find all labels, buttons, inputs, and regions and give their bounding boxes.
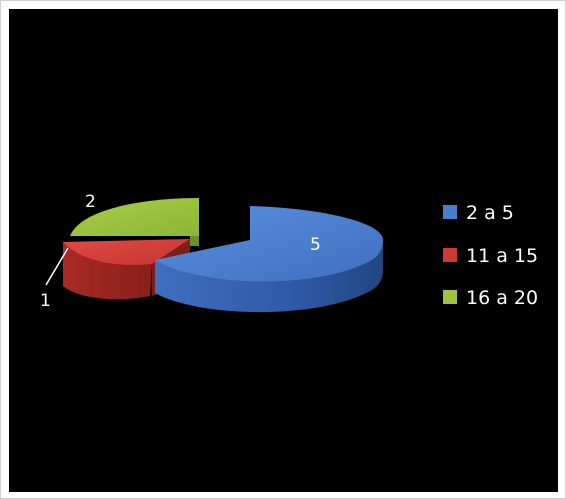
data-labels: 5 1 2	[40, 192, 321, 311]
legend-swatch-11-a-15	[443, 248, 457, 262]
pie-slices	[45, 198, 383, 313]
data-label-16-a-20: 2	[85, 192, 96, 212]
legend-item-2-a-5: 2 a 5	[443, 202, 514, 224]
data-label-2-a-5: 5	[310, 235, 321, 255]
legend-item-16-a-20: 16 a 20	[443, 287, 538, 309]
pie-slice-16-a-20	[70, 198, 199, 246]
legend-swatch-16-a-20	[443, 290, 457, 304]
data-label-11-a-15: 1	[40, 291, 51, 311]
legend-label-11-a-15: 11 a 15	[466, 245, 538, 267]
legend-item-11-a-15: 11 a 15	[443, 245, 538, 267]
legend-label-2-a-5: 2 a 5	[466, 202, 514, 224]
legend: 2 a 5 11 a 15 16 a 20	[443, 202, 538, 309]
legend-swatch-2-a-5	[443, 205, 457, 219]
pie-slice-2-a-5	[155, 206, 383, 313]
legend-label-16-a-20: 16 a 20	[466, 287, 538, 309]
